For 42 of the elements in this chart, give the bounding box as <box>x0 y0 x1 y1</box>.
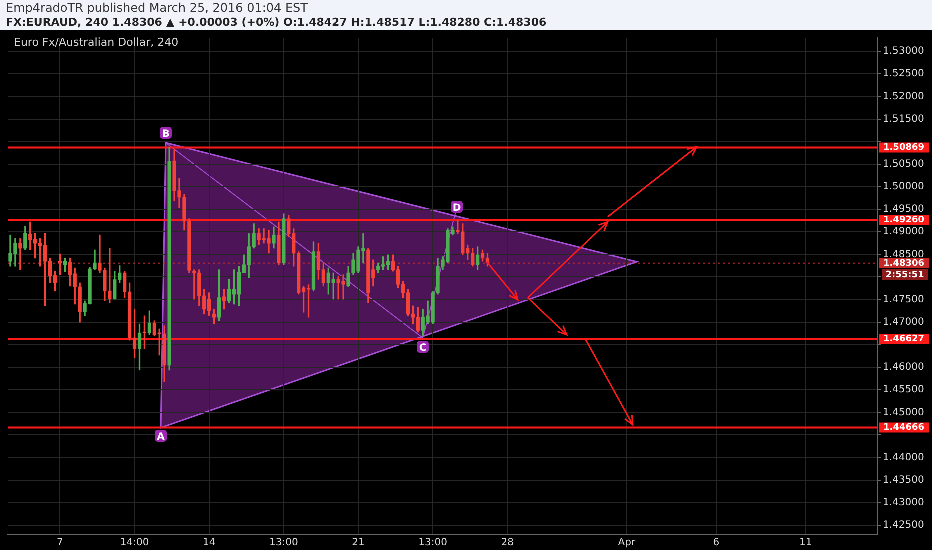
x-tick-label: 13:00 <box>418 538 448 549</box>
y-tick-label: 1.53000 <box>883 46 924 58</box>
y-tick-label: 1.44000 <box>883 452 924 464</box>
ref-line-label: 1.46627 <box>884 334 924 345</box>
x-tick-label: 6 <box>713 538 720 549</box>
text: 2:55:51 <box>886 270 924 280</box>
y-tick-label: 1.43500 <box>883 474 924 486</box>
x-tick-label: 14 <box>202 538 216 549</box>
ref-line-label: 1.44666 <box>884 423 924 434</box>
y-tick-label: 1.51500 <box>883 114 924 125</box>
y-tick-label: 1.47500 <box>883 294 924 306</box>
candlestick <box>18 238 22 270</box>
y-tick-label: 1.50000 <box>883 182 924 193</box>
y-tick-label: 1.49500 <box>883 204 924 216</box>
point-badge: C <box>417 341 429 354</box>
ref-line-label: 1.50869 <box>884 143 924 154</box>
text: Emp4radoTR published March 25, 2016 01:04 EST <box>6 1 308 15</box>
y-tick-label: 1.45500 <box>883 384 924 396</box>
ref-line-label: 1.49260 <box>884 216 924 226</box>
x-tick-label: 21 <box>352 538 365 549</box>
y-tick-label: 1.42500 <box>883 520 924 532</box>
x-tick-label: 28 <box>501 538 514 549</box>
point-badge: D <box>451 201 463 214</box>
point-badge: B <box>160 127 172 140</box>
y-tick-label: 1.43000 <box>883 498 924 509</box>
y-tick-label: 1.52500 <box>883 68 924 80</box>
chart-title: Euro Fx/Australian Dollar, 240 <box>14 36 179 49</box>
point-badge: A <box>155 430 167 443</box>
x-tick-label: 13:00 <box>270 538 298 549</box>
x-tick-label: 14:00 <box>120 538 150 549</box>
y-tick-label: 1.46000 <box>883 362 924 374</box>
chart-subtitle: FX:EURAUD, 240 1.48306 ▲ +0.00003 (+0%) O:1.48427 H:1.48517 L:1.48280 C:1.48306 <box>6 16 547 29</box>
x-tick-label: Apr <box>618 538 636 549</box>
y-tick-label: 1.52000 <box>883 91 924 102</box>
x-tick-label: 11 <box>800 538 812 549</box>
y-tick-label: 1.47000 <box>883 316 924 328</box>
ref-line-label: 1.48306 <box>884 258 924 269</box>
y-tick-label: 1.45000 <box>883 407 924 418</box>
y-tick-label: 1.50500 <box>883 158 924 170</box>
y-tick-label: 1.48500 <box>883 249 924 260</box>
y-tick-label: 1.49000 <box>883 226 924 238</box>
x-tick-label: 7 <box>57 538 64 549</box>
